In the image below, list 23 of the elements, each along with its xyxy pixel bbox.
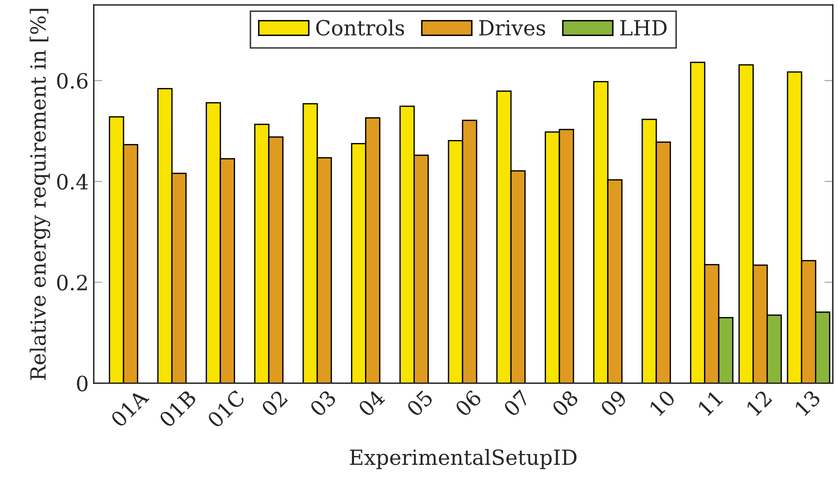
- x-tick-label: 05: [406, 389, 434, 418]
- x-tick-label: 13: [794, 389, 822, 416]
- x-tick-label: 04: [357, 389, 386, 418]
- x-tick-label: 03: [309, 389, 337, 418]
- x-tick-label: 07: [502, 389, 531, 418]
- y-tick-label: 0.2: [57, 274, 87, 291]
- y-axis-title: Relative energy requirement in [%]: [30, 8, 50, 380]
- legend-label: Drives: [479, 20, 546, 36]
- y-tick-label: 0: [77, 376, 88, 392]
- x-tick-label: 01B: [158, 389, 198, 428]
- y-tick-label: 0.6: [57, 73, 88, 89]
- x-tick-label: 06: [454, 389, 482, 418]
- x-tick-label: 09: [600, 389, 628, 418]
- x-tick-label: 12: [746, 390, 772, 416]
- x-tick-label: 08: [551, 389, 580, 418]
- x-axis-title: ExperimentalSetupID: [350, 448, 577, 470]
- y-tick-label: 0.4: [57, 174, 88, 190]
- x-tick-label: 01A: [110, 388, 150, 428]
- legend-label: LHD: [620, 20, 667, 36]
- x-tick-label: 11: [697, 390, 724, 416]
- x-tick-label: 02: [260, 390, 288, 418]
- x-tick-label: 10: [648, 389, 676, 416]
- legend-label: Controls: [316, 19, 404, 36]
